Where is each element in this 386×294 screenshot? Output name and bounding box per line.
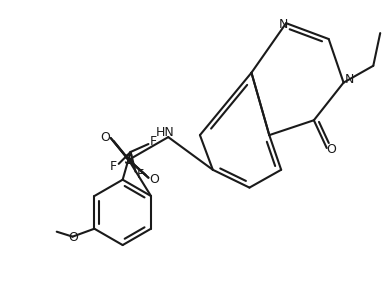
Text: O: O: [100, 131, 110, 143]
Text: S: S: [124, 153, 134, 167]
Text: HN: HN: [156, 126, 174, 139]
Text: O: O: [327, 143, 337, 156]
Text: N: N: [345, 73, 354, 86]
Text: O: O: [69, 231, 78, 244]
Text: F: F: [150, 135, 157, 148]
Text: F: F: [110, 160, 117, 173]
Text: N: N: [278, 18, 288, 31]
Text: F: F: [137, 168, 144, 181]
Text: O: O: [149, 173, 159, 186]
